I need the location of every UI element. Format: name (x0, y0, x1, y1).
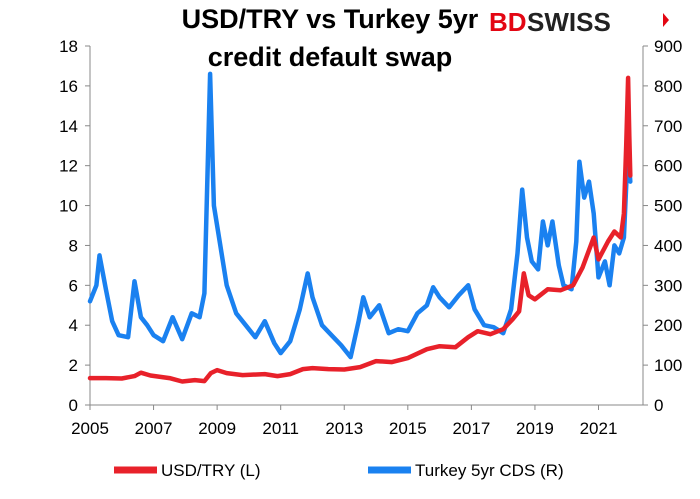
series-layer (87, 71, 633, 384)
x-axis-ticks: 2005 2007 2009 2011 2013 2015 2017 2019 2021 (71, 405, 617, 438)
right-tick-label: 100 (654, 356, 682, 375)
series-line-usdtry (87, 75, 633, 384)
right-tick-label: 500 (654, 197, 682, 216)
x-tick-label: 2021 (580, 419, 618, 438)
left-tick-label: 14 (59, 117, 78, 136)
x-tick-label: 2017 (452, 419, 490, 438)
left-axis-ticks: 0 2 4 6 8 10 12 14 16 18 (59, 37, 90, 415)
legend-label-usdtry: USD/TRY (L) (161, 461, 261, 480)
left-tick-label: 0 (69, 396, 78, 415)
left-tick-label: 4 (69, 316, 78, 335)
right-tick-label: 0 (654, 396, 663, 415)
brand-logo-swiss: SWISS (527, 7, 611, 37)
right-tick-label: 900 (654, 37, 682, 56)
brand-logo-arrow-icon (663, 13, 669, 27)
right-tick-label: 700 (654, 117, 682, 136)
x-tick-label: 2011 (262, 419, 299, 438)
title-line-2: credit default swap (208, 42, 453, 72)
right-tick-label: 400 (654, 236, 682, 255)
title-line-1: USD/TRY vs Turkey 5yr (182, 4, 479, 34)
left-tick-label: 2 (69, 356, 78, 375)
series-line-cds (87, 71, 633, 360)
legend-label-cds: Turkey 5yr CDS (R) (415, 461, 564, 480)
left-tick-label: 8 (69, 236, 78, 255)
brand-logo: BD SWISS (489, 7, 669, 37)
right-tick-label: 800 (654, 77, 682, 96)
left-tick-label: 18 (59, 37, 78, 56)
right-axis-ticks: 0 100 200 300 400 500 600 700 800 900 (643, 37, 682, 415)
chart-title: USD/TRY vs Turkey 5yr credit default swa… (182, 4, 479, 72)
legend: USD/TRY (L) Turkey 5yr CDS (R) (114, 461, 564, 480)
left-tick-label: 10 (59, 197, 78, 216)
x-tick-label: 2013 (325, 419, 363, 438)
right-tick-label: 300 (654, 276, 682, 295)
left-tick-label: 12 (59, 157, 78, 176)
brand-logo-bd: BD (489, 7, 527, 37)
x-tick-label: 2009 (198, 419, 236, 438)
x-tick-label: 2019 (516, 419, 554, 438)
right-tick-label: 200 (654, 316, 682, 335)
x-tick-label: 2005 (71, 419, 109, 438)
left-tick-label: 6 (69, 276, 78, 295)
axes (89, 46, 644, 406)
left-tick-label: 16 (59, 77, 78, 96)
x-tick-label: 2007 (135, 419, 173, 438)
x-tick-label: 2015 (389, 419, 427, 438)
right-tick-label: 600 (654, 157, 682, 176)
